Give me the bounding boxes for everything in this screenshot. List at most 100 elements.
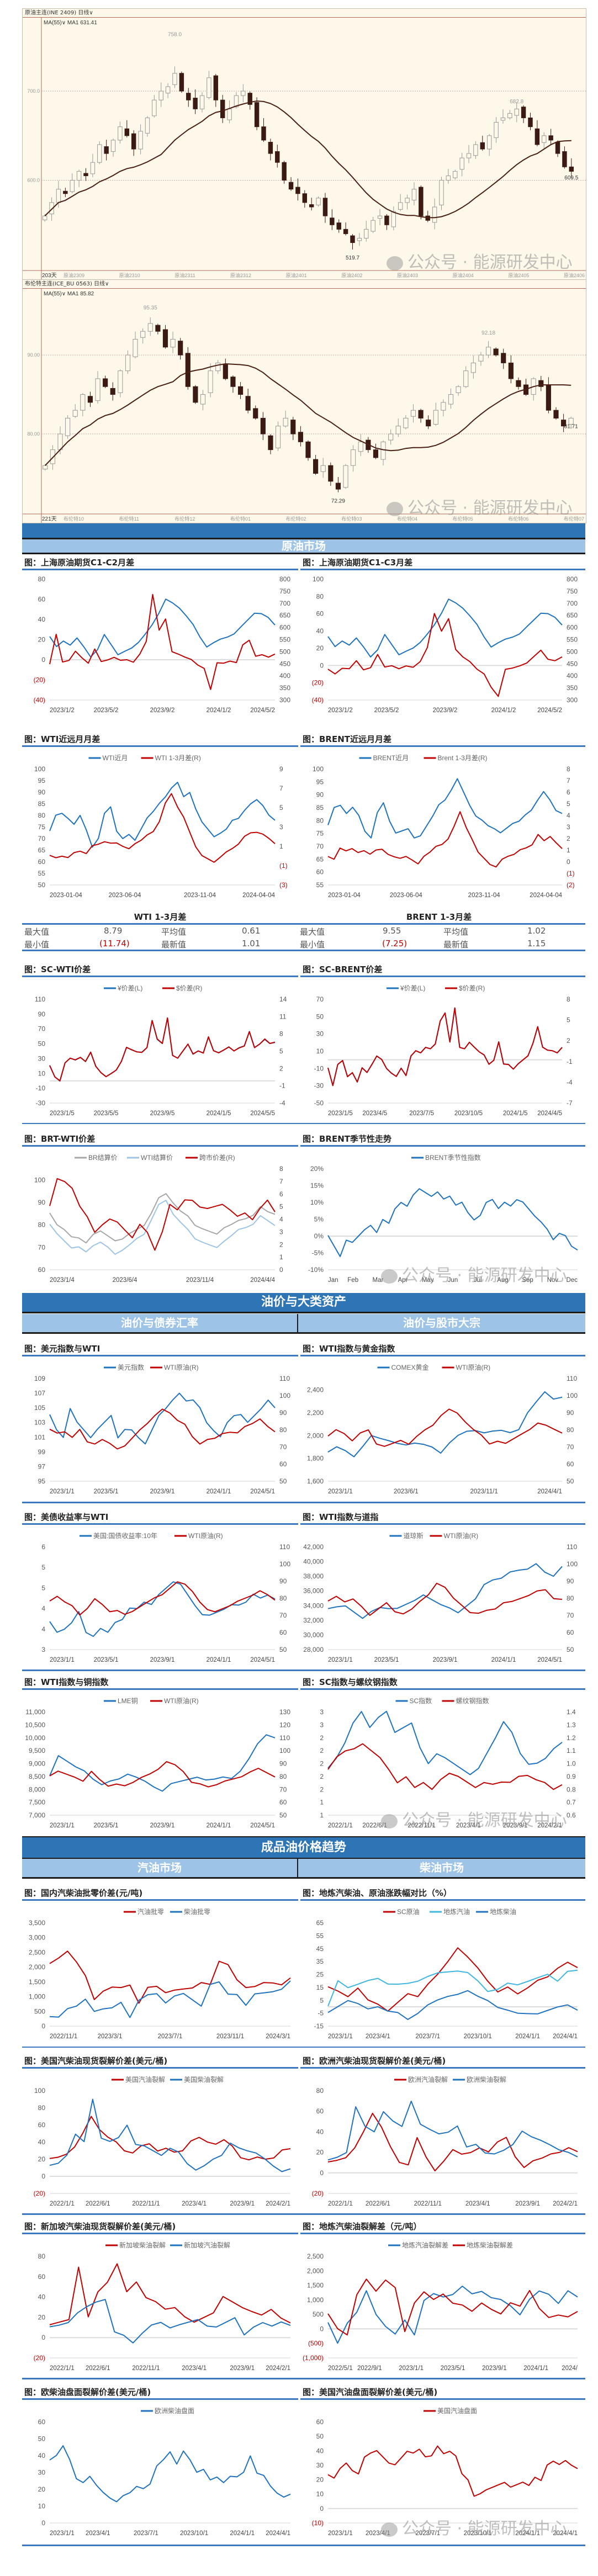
price-annotation: 95.35 <box>144 305 157 311</box>
y-axis-right-tick: 300 <box>279 696 290 704</box>
candle-body <box>313 459 319 474</box>
y-axis-left-tick: 80 <box>316 817 324 824</box>
candle-body <box>155 325 161 332</box>
x-axis-tick: 2024/5/2 <box>250 707 275 714</box>
legend-label: 螺纹钢指数 <box>456 1697 489 1705</box>
x-axis-tick: 2023/10/1 <box>464 2530 492 2537</box>
candle-body <box>473 144 478 156</box>
x-axis-tick: 2023/1/1 <box>50 2530 75 2537</box>
y-axis-right-tick: 3 <box>279 823 283 831</box>
y-axis-right-tick: 60 <box>279 1799 287 1806</box>
y-axis-right-tick: 550 <box>567 636 578 644</box>
x-axis-tick: 原油2309 <box>63 272 84 278</box>
candle-body <box>179 73 184 92</box>
legend-label: 欧洲汽油裂解 <box>408 2075 448 2084</box>
candle-body <box>63 190 68 194</box>
x-axis-tick: 2023/1/1 <box>328 2033 353 2040</box>
y-axis-right-tick: 1.3 <box>567 1721 576 1729</box>
x-axis-tick: 2022/6/1 <box>86 2365 110 2372</box>
line-chart: 42,000 40,000 38,000 36,000 34,000 32,000 30,0… <box>303 1531 578 1663</box>
candle-body <box>138 131 143 150</box>
series-line <box>49 793 276 863</box>
y-axis-right-tick: 110 <box>279 1375 290 1382</box>
y-axis-left-tick: 60 <box>38 2273 46 2281</box>
chart-header[interactable]: 布伦特主连(ICE_BU 0563) 日线∨ <box>23 280 586 289</box>
chart-header[interactable]: 原油主连(INE 2409) 日线∨ <box>23 9 586 18</box>
legend-label: WTI结算价 <box>141 1153 173 1162</box>
candle-body <box>322 198 328 216</box>
y-axis-right-tick: 70 <box>279 1443 287 1451</box>
y-axis-left-tick: -30 <box>36 1099 46 1107</box>
chart-panel-eu-crack: 图：欧洲汽柴油现货裂解价差(美元/桶) 80 60 40 20 0 (20) 2022/1/1… <box>300 2055 585 2211</box>
y-axis-right-tick: 70 <box>279 1612 287 1619</box>
y-axis-right-tick: 550 <box>279 636 290 644</box>
y-axis-right-tick: 750 <box>279 587 290 595</box>
y-axis-left-tick: 2,400 <box>307 1386 324 1394</box>
y-axis-right-tick: 7 <box>279 785 283 792</box>
y-axis-left-tick: 80 <box>316 592 324 600</box>
candle-body <box>170 338 176 348</box>
y-axis-right-tick: 110 <box>279 1543 290 1551</box>
x-axis-tick: 2024/1/2 <box>207 707 231 714</box>
y-axis-left-tick: 100 <box>313 765 324 773</box>
candle-body <box>208 370 213 393</box>
line-chart: 2,400 2,200 2,000 1,800 1,600 110 100 90 80 70 60 5… <box>307 1363 578 1495</box>
x-axis-tick: 2024/3/1 <box>266 2033 290 2040</box>
series-line <box>327 1007 563 1086</box>
y-axis-right-tick: 400 <box>567 672 578 680</box>
divider <box>22 950 585 951</box>
candle-body <box>343 465 348 488</box>
y-axis-right-tick: -7 <box>567 1099 573 1107</box>
y-axis-right-tick: -4 <box>279 1099 285 1107</box>
x-axis-tick: Feb <box>347 1277 358 1284</box>
chart-title: 图：地炼汽柴油裂解差（元/吨） <box>300 2220 585 2234</box>
x-axis-tick: 2024/1/1 <box>515 2033 540 2040</box>
y-axis-left-tick: 75 <box>38 823 46 831</box>
candle-body <box>373 449 379 458</box>
section-header-assets: 油价与大类资产 <box>22 1293 585 1313</box>
candle-body <box>158 91 163 100</box>
series-line <box>49 1581 276 1637</box>
x-axis-tick: 2023/6/4 <box>113 1277 137 1284</box>
brent-candlestick-chart: 布伦特主连(ICE_BU 0563) 日线∨ MA(55)∨ MA1 85.82… <box>22 279 586 523</box>
candle-body <box>213 75 219 100</box>
y-axis-left-tick: 36,000 <box>303 1587 324 1595</box>
x-axis-tick: 2023/7/5 <box>409 1110 434 1117</box>
line-chart: 80 60 40 20 0 (20) 2022/1/1 2022/6/1 2022/11/1 20… <box>34 2241 291 2372</box>
y-axis-left-tick: (40) <box>312 696 324 704</box>
x-axis-tick: 2024/4/1 <box>553 2033 578 2040</box>
x-axis-tick: 2024/2/1 <box>266 2365 290 2372</box>
candle-body <box>439 180 444 205</box>
candle-body <box>485 347 491 356</box>
line-chart: 110 90 70 50 30 10 -10 -30 14 11 8 5 2 -1 -4 2023/1/5 20… <box>35 984 287 1117</box>
y-axis-right-tick: 9 <box>279 765 283 773</box>
wechat-icon <box>381 1269 398 1284</box>
candle-body <box>223 364 228 379</box>
label-avg: 平均值 <box>443 927 469 937</box>
chart-panel-dxy-wti: 图：美元指数与WTI 109 107 105 103 101 99 97 95 110 100 90 8… <box>22 1343 298 1499</box>
y-axis-left-tick: 15% <box>310 1182 324 1190</box>
line-chart: 60 50 40 30 20 10 0 2023/1/1 2023/4/1 2023/7/1 202… <box>38 2407 291 2537</box>
y-axis-left-tick: 5% <box>314 1216 324 1223</box>
y-axis-right-tick: 100 <box>279 1392 290 1400</box>
y-axis-left-tick: 2 <box>320 1785 324 1793</box>
y-axis-left-tick: 10% <box>310 1199 324 1206</box>
y-axis-left-tick: 80 <box>38 2104 46 2112</box>
candle-body <box>49 202 54 214</box>
x-axis-tick: 2022/1/1 <box>50 2365 75 2372</box>
candle-body <box>97 144 102 163</box>
line-chart: 20% 15% 10% 5% 0% -5% -10% Jan Feb Mar Apr May Jun Ju… <box>308 1153 578 1284</box>
line-chart: 3 3 2 2 2 2 2 1 1 1.4 1.3 1.2 1.1 1.0 0.9 0.8 0.7 0.6 2022… <box>320 1697 576 1829</box>
y-axis-left-tick: 2 <box>320 1734 324 1742</box>
y-axis-left-tick: 10 <box>38 2503 46 2510</box>
series-line <box>49 1980 291 2018</box>
legend-label: 道琼斯 <box>404 1531 424 1540</box>
price-annotation: 609.5 <box>564 175 578 181</box>
section-header-crude: 原油市场 <box>22 539 585 554</box>
watermark: 公众号 · 能源研发中心 <box>387 494 573 518</box>
y-axis-left-tick: 103 <box>34 1419 45 1427</box>
y-axis-left-tick: 20 <box>316 2149 324 2156</box>
chart-panel-dilian-crack: 图：地炼汽柴油裂解差（元/吨） 2,500 2,000 1,500 1,000 500 0 (… <box>300 2220 585 2376</box>
candle-body <box>288 182 294 190</box>
y-axis-right-tick: 1.0 <box>567 1760 576 1768</box>
